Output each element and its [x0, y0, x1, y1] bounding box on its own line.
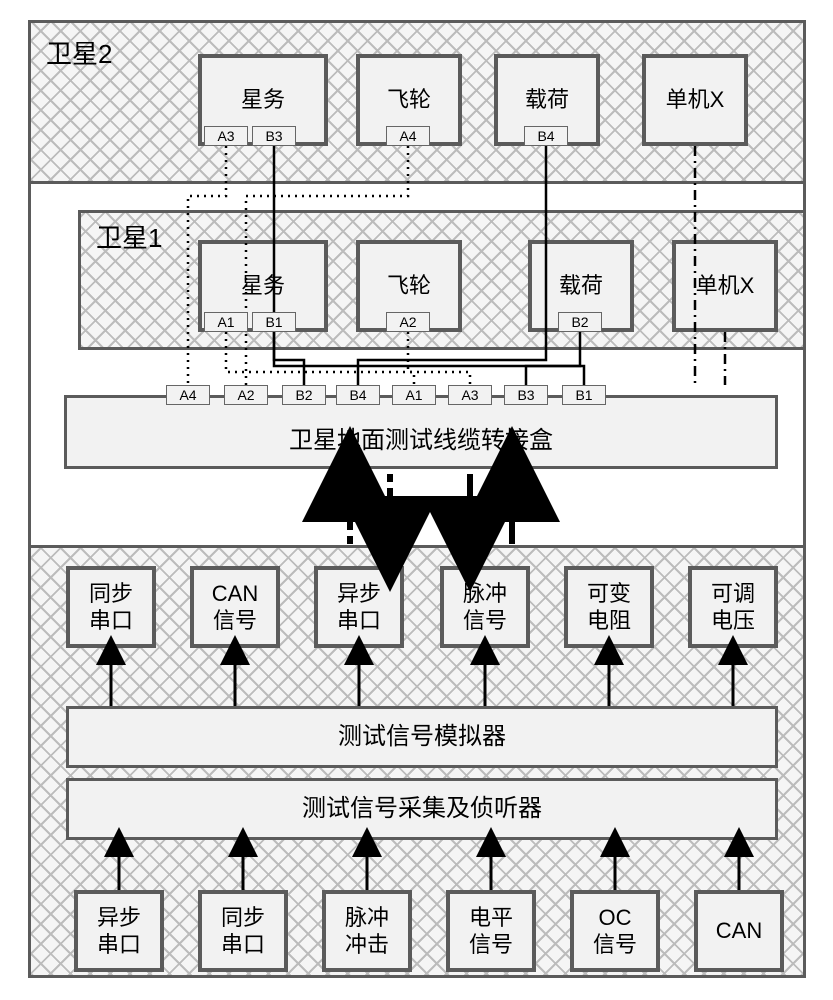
simout-3: 脉冲 信号: [440, 566, 530, 648]
jport-b3: B3: [504, 385, 548, 405]
jport-a2: A2: [224, 385, 268, 405]
port-sat1-b1: B1: [252, 312, 296, 332]
lisin-2: 脉冲 冲击: [322, 890, 412, 972]
jport-b1: B1: [562, 385, 606, 405]
simout-1: CAN 信号: [190, 566, 280, 648]
lbl: CAN: [716, 917, 762, 945]
lbl: 单机X: [696, 272, 755, 300]
lbl: 同步 串口: [221, 904, 265, 959]
simout-4: 可变 电阻: [564, 566, 654, 648]
listener-box: 测试信号采集及侦听器: [66, 778, 778, 840]
lisin-4: OC 信号: [570, 890, 660, 972]
lbl: 载荷: [525, 86, 569, 114]
jport-b4: B4: [336, 385, 380, 405]
lbl: 单机X: [666, 86, 725, 114]
port-sat1-a2: A2: [386, 312, 430, 332]
port-sat1-a1: A1: [204, 312, 248, 332]
lbl: 测试信号模拟器: [338, 722, 506, 752]
lbl: 测试信号采集及侦听器: [302, 794, 542, 824]
lisin-3: 电平 信号: [446, 890, 536, 972]
lbl: 异步 串口: [337, 580, 381, 635]
jport-b2: B2: [282, 385, 326, 405]
lbl: 可调 电压: [711, 580, 755, 635]
lbl: 可变 电阻: [587, 580, 631, 635]
lisin-0: 异步 串口: [74, 890, 164, 972]
simulator-box: 测试信号模拟器: [66, 706, 778, 768]
junction-box: 卫星地面测试线缆转接盒: [64, 395, 778, 469]
jport-a1: A1: [392, 385, 436, 405]
jport-a4: A4: [166, 385, 210, 405]
lbl: 星务: [241, 86, 285, 114]
lbl: 电平 信号: [469, 904, 513, 959]
lbl: 星务: [241, 272, 285, 300]
lisin-5: CAN: [694, 890, 784, 972]
simout-2: 异步 串口: [314, 566, 404, 648]
lbl: 飞轮: [387, 86, 431, 114]
lbl: CAN 信号: [212, 580, 258, 635]
sat2-label: 卫星2: [46, 34, 112, 71]
lbl: OC 信号: [593, 904, 637, 959]
port-sat1-b2: B2: [558, 312, 602, 332]
port-sat2-a4: A4: [386, 126, 430, 146]
simout-5: 可调 电压: [688, 566, 778, 648]
port-sat2-b3: B3: [252, 126, 296, 146]
sat1-djx: 单机X: [672, 240, 778, 332]
lbl: 同步 串口: [89, 580, 133, 635]
lbl: 脉冲 冲击: [345, 904, 389, 959]
sat2-djx: 单机X: [642, 54, 748, 146]
lbl: 脉冲 信号: [463, 580, 507, 635]
lisin-1: 同步 串口: [198, 890, 288, 972]
sat1-label: 卫星1: [96, 218, 162, 255]
lbl: 异步 串口: [97, 904, 141, 959]
lbl: 飞轮: [387, 272, 431, 300]
port-sat2-a3: A3: [204, 126, 248, 146]
simout-0: 同步 串口: [66, 566, 156, 648]
port-sat2-b4: B4: [524, 126, 568, 146]
lbl: 卫星地面测试线缆转接盒: [289, 426, 553, 456]
jport-a3: A3: [448, 385, 492, 405]
lbl: 载荷: [559, 272, 603, 300]
